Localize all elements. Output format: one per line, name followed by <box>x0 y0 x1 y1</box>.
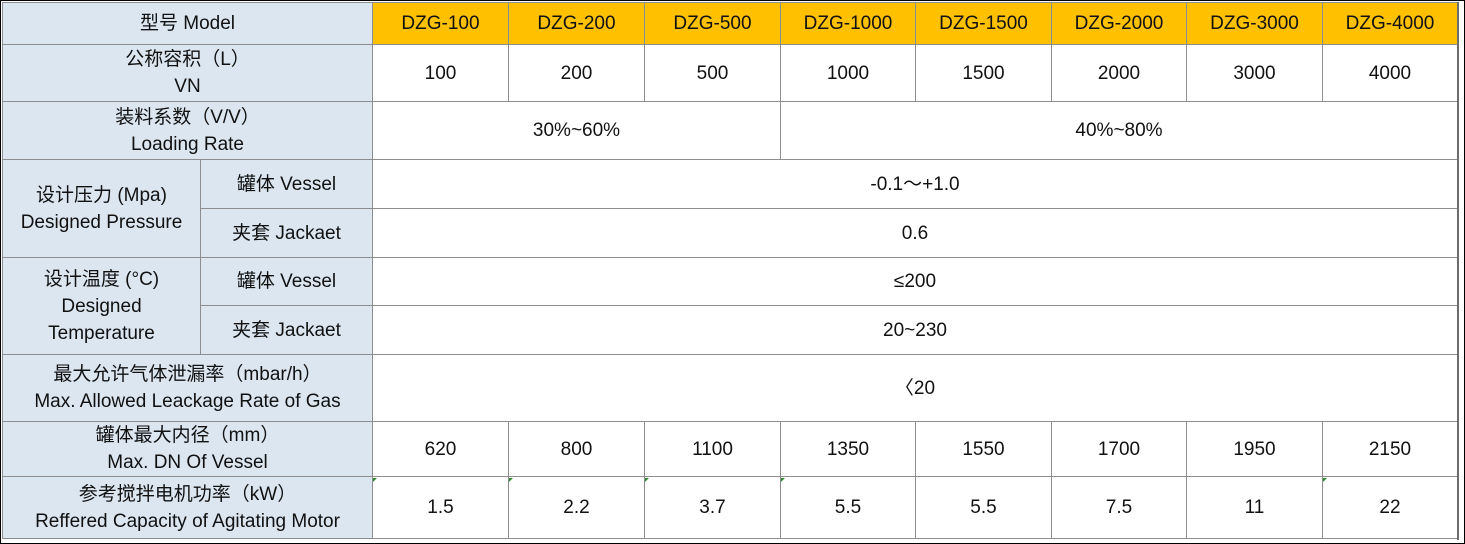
diameter-row: 罐体最大内径（mm） Max. DN Of Vessel 620 800 110… <box>2 421 1458 477</box>
motor-label: 参考搅拌电机功率（kW） Reffered Capacity of Agitat… <box>2 476 373 539</box>
pressure-vessel-row: 设计压力 (Mpa) Designed Pressure 罐体 Vessel -… <box>2 159 1458 258</box>
motor-cell: 3.7 <box>644 476 781 539</box>
diameter-cell: 1550 <box>915 421 1052 477</box>
model-cell: DZG-500 <box>644 2 781 45</box>
motor-cell: 5.5 <box>780 476 916 539</box>
diameter-cell: 800 <box>508 421 645 477</box>
leakage-label-cn: 最大允许气体泄漏率（mbar/h） <box>53 364 322 385</box>
volume-cell: 500 <box>644 44 781 102</box>
volume-label: 公称容积（L） VN <box>2 44 373 102</box>
volume-cell: 3000 <box>1186 44 1323 102</box>
loading-value-b: 40%~80% <box>780 101 1458 160</box>
diameter-cell: 1100 <box>644 421 781 477</box>
comment-marker <box>1323 478 1327 482</box>
loading-row: 装料系数（V/V） Loading Rate 30%~60% 40%~80% <box>2 101 1458 160</box>
pressure-label: 设计压力 (Mpa) Designed Pressure <box>2 159 201 258</box>
loading-value-a: 30%~60% <box>372 101 781 160</box>
motor-cell: 1.5 <box>372 476 509 539</box>
motor-label-cn: 参考搅拌电机功率（kW） <box>78 483 297 505</box>
model-cell: DZG-200 <box>508 2 645 45</box>
temperature-label: 设计温度 (°C) Designed Temperature <box>2 257 201 355</box>
model-cell: DZG-3000 <box>1186 2 1323 45</box>
pressure-jacket-row: 夹套 Jackaet 0.6 <box>3 208 1458 258</box>
volume-cell: 4000 <box>1322 44 1458 102</box>
leakage-row: 最大允许气体泄漏率（mbar/h） Max. Allowed Leackage … <box>2 354 1458 422</box>
diameter-label-cn: 罐体最大内径（mm） <box>95 425 280 446</box>
diameter-cell: 2150 <box>1322 421 1458 477</box>
volume-cell: 100 <box>372 44 509 102</box>
diameter-cell: 620 <box>372 421 509 477</box>
right-edge-bar <box>1457 2 1459 540</box>
model-label: 型号 Model <box>2 2 373 45</box>
comment-marker <box>781 478 785 482</box>
diameter-cell: 1350 <box>780 421 916 477</box>
pressure-vessel-value: -0.1～+1.0 <box>372 159 1458 209</box>
loading-label-en: Loading Rate <box>130 133 245 155</box>
model-cell: DZG-100 <box>372 2 509 45</box>
pressure-jacket-value: 0.6 <box>372 208 1458 258</box>
diameter-label: 罐体最大内径（mm） Max. DN Of Vessel <box>2 421 373 477</box>
model-cell: DZG-1500 <box>915 2 1052 45</box>
temperature-jacket-row: 夹套 Jackaet 20~230 <box>3 305 1458 355</box>
model-cell: DZG-2000 <box>1051 2 1187 45</box>
leakage-label-en: Max. Allowed Leackage Rate of Gas <box>34 391 341 412</box>
loading-label-cn: 装料系数（V/V） <box>115 106 260 128</box>
leakage-value: 〈20 <box>372 354 1458 422</box>
volume-cell: 2000 <box>1051 44 1187 102</box>
diameter-cell: 1950 <box>1186 421 1323 477</box>
pressure-vessel-label: 罐体 Vessel <box>200 159 373 209</box>
pressure-label-1: 设计压力 (Mpa) <box>36 184 167 206</box>
pressure-jacket-label: 夹套 Jackaet <box>200 208 373 258</box>
temperature-vessel-value: ≤200 <box>372 257 1458 306</box>
motor-cell: 22 <box>1322 476 1458 539</box>
temperature-label-2: Designed <box>61 295 142 317</box>
comment-marker <box>645 478 649 482</box>
motor-cell: 5.5 <box>915 476 1052 539</box>
temperature-label-3: Temperature <box>48 322 155 344</box>
model-row: 型号 Model DZG-100 DZG-200 DZG-500 DZG-100… <box>2 2 1458 45</box>
loading-label: 装料系数（V/V） Loading Rate <box>2 101 373 160</box>
comment-marker <box>373 478 377 482</box>
volume-cell: 1500 <box>915 44 1052 102</box>
temperature-jacket-label: 夹套 Jackaet <box>200 305 373 355</box>
motor-cell: 7.5 <box>1051 476 1187 539</box>
diameter-cell: 1700 <box>1051 421 1187 477</box>
volume-cell: 200 <box>508 44 645 102</box>
comment-marker <box>509 478 513 482</box>
diameter-label-en: Max. DN Of Vessel <box>107 452 268 473</box>
motor-row: 参考搅拌电机功率（kW） Reffered Capacity of Agitat… <box>2 476 1458 539</box>
volume-label-en: VN <box>174 76 201 97</box>
motor-label-en: Reffered Capacity of Agitating Motor <box>35 510 340 532</box>
volume-label-cn: 公称容积（L） <box>125 49 250 70</box>
model-cell: DZG-4000 <box>1322 2 1458 45</box>
temperature-vessel-row: 设计温度 (°C) Designed Temperature 罐体 Vessel… <box>2 257 1458 355</box>
temperature-label-1: 设计温度 (°C) <box>43 268 160 290</box>
temperature-jacket-value: 20~230 <box>372 305 1458 355</box>
temperature-vessel-label: 罐体 Vessel <box>200 257 373 306</box>
motor-cell: 11 <box>1186 476 1323 539</box>
volume-cell: 1000 <box>780 44 916 102</box>
motor-cell: 2.2 <box>508 476 645 539</box>
model-cell: DZG-1000 <box>780 2 916 45</box>
leakage-label: 最大允许气体泄漏率（mbar/h） Max. Allowed Leackage … <box>2 354 373 422</box>
volume-row: 公称容积（L） VN 100 200 500 1000 1500 2000 30… <box>2 44 1458 102</box>
pressure-label-2: Designed Pressure <box>20 211 183 233</box>
